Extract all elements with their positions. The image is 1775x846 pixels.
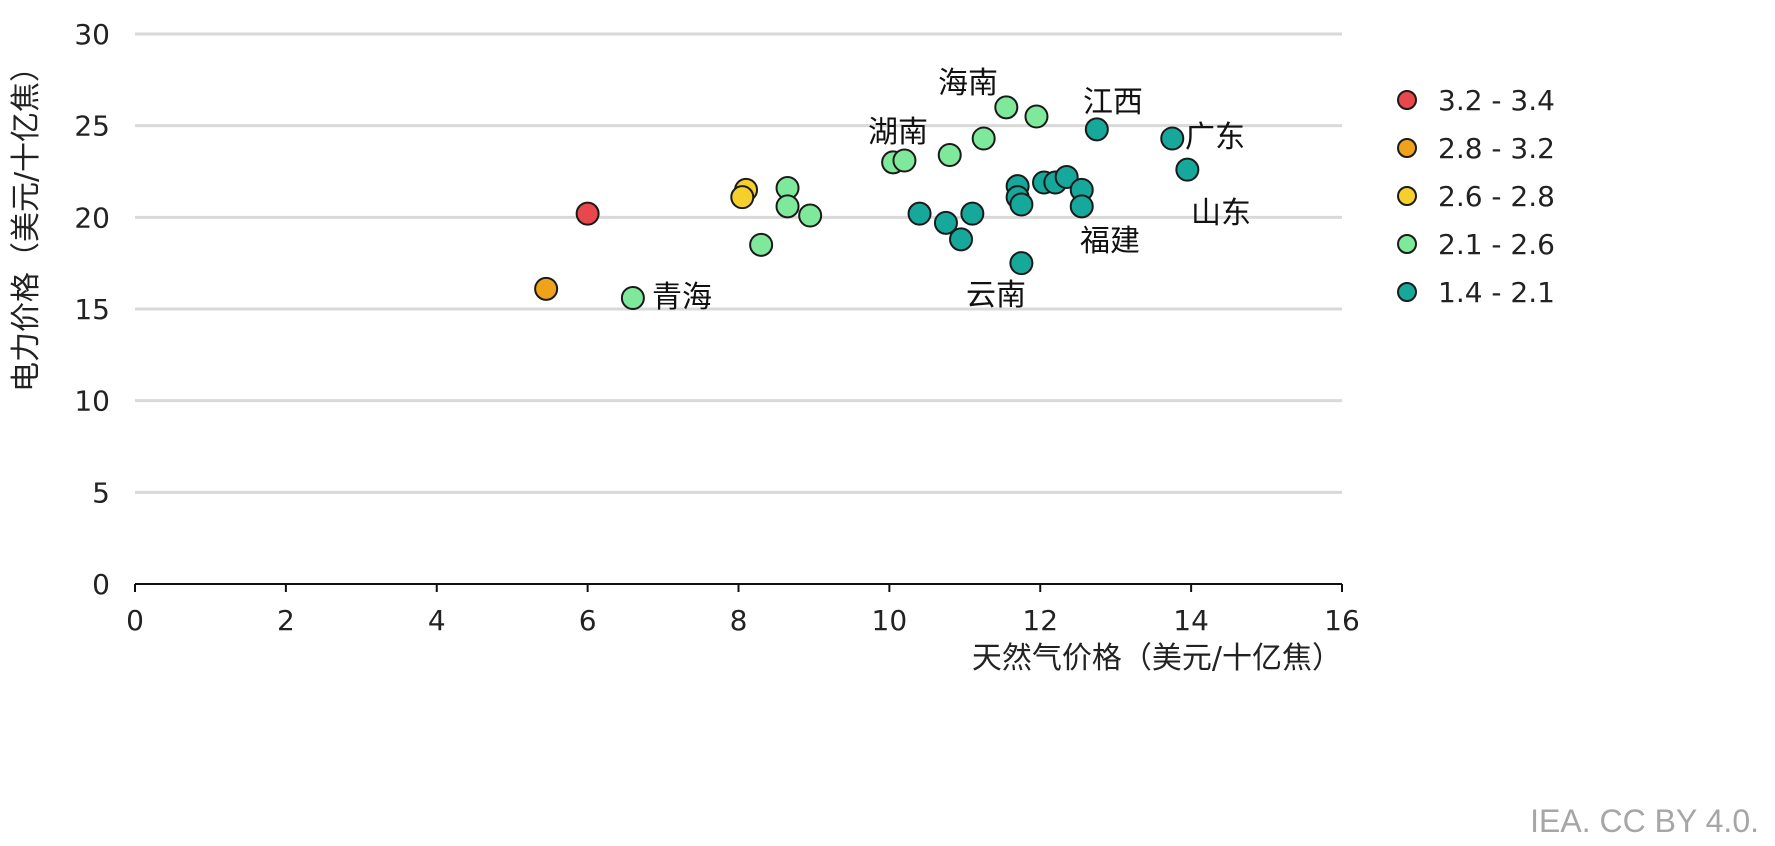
gridlines	[135, 32, 1342, 494]
data-point-series-3	[994, 95, 1019, 120]
data-point-series-3	[937, 143, 962, 167]
data-point-series-4	[1009, 192, 1034, 217]
data-point-series-4	[1054, 165, 1079, 189]
data-point-series-4	[1175, 157, 1200, 182]
data-point-series-4	[960, 201, 985, 226]
legend-label: 2.1 - 2.6	[1438, 228, 1555, 261]
annotation-hainan: 海南	[938, 66, 998, 101]
x-tick-label: 12	[1022, 604, 1058, 637]
data-point-series-1	[534, 276, 559, 301]
annotation-qinghai: 青海	[652, 280, 712, 315]
data-point-series-4	[949, 227, 974, 252]
annotation-hunan: 湖南	[868, 115, 928, 150]
legend-label: 2.8 - 3.2	[1438, 132, 1555, 165]
data-point-series-3	[798, 203, 823, 228]
y-tick-label: 0	[92, 568, 110, 601]
data-point-series-2	[730, 185, 755, 210]
legend-marker	[1397, 186, 1417, 206]
data-point-series-3	[775, 194, 800, 219]
x-axis-ticks: 0 2 4 6 8 10 12 14 16	[126, 584, 1360, 637]
legend-marker	[1397, 234, 1417, 254]
x-tick-label: 0	[126, 604, 144, 637]
annotation-yunnan: 云南	[966, 278, 1026, 313]
x-axis-title: 天然气价格（美元/十亿焦）	[972, 641, 1342, 676]
y-tick-label: 10	[74, 385, 110, 418]
legend-marker	[1397, 138, 1417, 158]
data-point-series-3	[892, 148, 917, 173]
data-point-series-4	[1009, 251, 1034, 276]
data-point-series-3	[749, 232, 774, 257]
x-tick-label: 4	[428, 604, 446, 637]
legend-marker	[1397, 282, 1417, 302]
x-tick-label: 16	[1324, 604, 1360, 637]
legend-label: 3.2 - 3.4	[1438, 84, 1555, 117]
x-tick-label: 2	[277, 604, 295, 637]
data-point-series-3	[1024, 104, 1049, 129]
data-point-series-0	[575, 201, 600, 226]
x-tick-label: 8	[730, 604, 748, 637]
data-point-series-3	[620, 286, 645, 310]
annotation-guangdong: 广东	[1185, 120, 1245, 155]
y-tick-label: 20	[74, 201, 110, 234]
x-tick-label: 10	[872, 604, 908, 637]
legend-label: 1.4 - 2.1	[1438, 276, 1555, 309]
point-annotations: 青海 湖南 海南 江西 广东 山东 福建 云南	[652, 66, 1251, 315]
y-tick-label: 5	[92, 476, 110, 509]
legend: 3.2 - 3.4 2.8 - 3.2 2.6 - 2.8 2.1 - 2.6 1.4 …	[1397, 84, 1555, 309]
y-tick-label: 25	[74, 110, 110, 143]
x-tick-label: 6	[579, 604, 597, 637]
data-point-series-4	[907, 201, 932, 226]
data-point-series-4	[1069, 194, 1094, 219]
x-tick-label: 14	[1173, 604, 1209, 637]
data-points	[534, 95, 1200, 310]
data-point-series-3	[971, 126, 996, 151]
legend-marker	[1397, 90, 1417, 110]
y-axis-title: 电力价格（美元/十亿焦）	[9, 52, 44, 392]
annotation-jiangxi: 江西	[1083, 85, 1143, 120]
source-credit: IEA. CC BY 4.0.	[1530, 803, 1759, 839]
legend-label: 2.6 - 2.8	[1438, 180, 1555, 213]
y-axis-ticks: 0 5 10 15 20 25 30	[74, 18, 110, 601]
y-tick-label: 15	[74, 293, 110, 326]
data-point-series-4	[933, 210, 958, 235]
annotation-shandong: 山东	[1191, 196, 1251, 231]
annotation-fujian: 福建	[1080, 224, 1140, 259]
y-tick-label: 30	[74, 18, 110, 51]
data-point-series-4	[1084, 117, 1109, 142]
data-point-series-4	[1160, 126, 1185, 151]
